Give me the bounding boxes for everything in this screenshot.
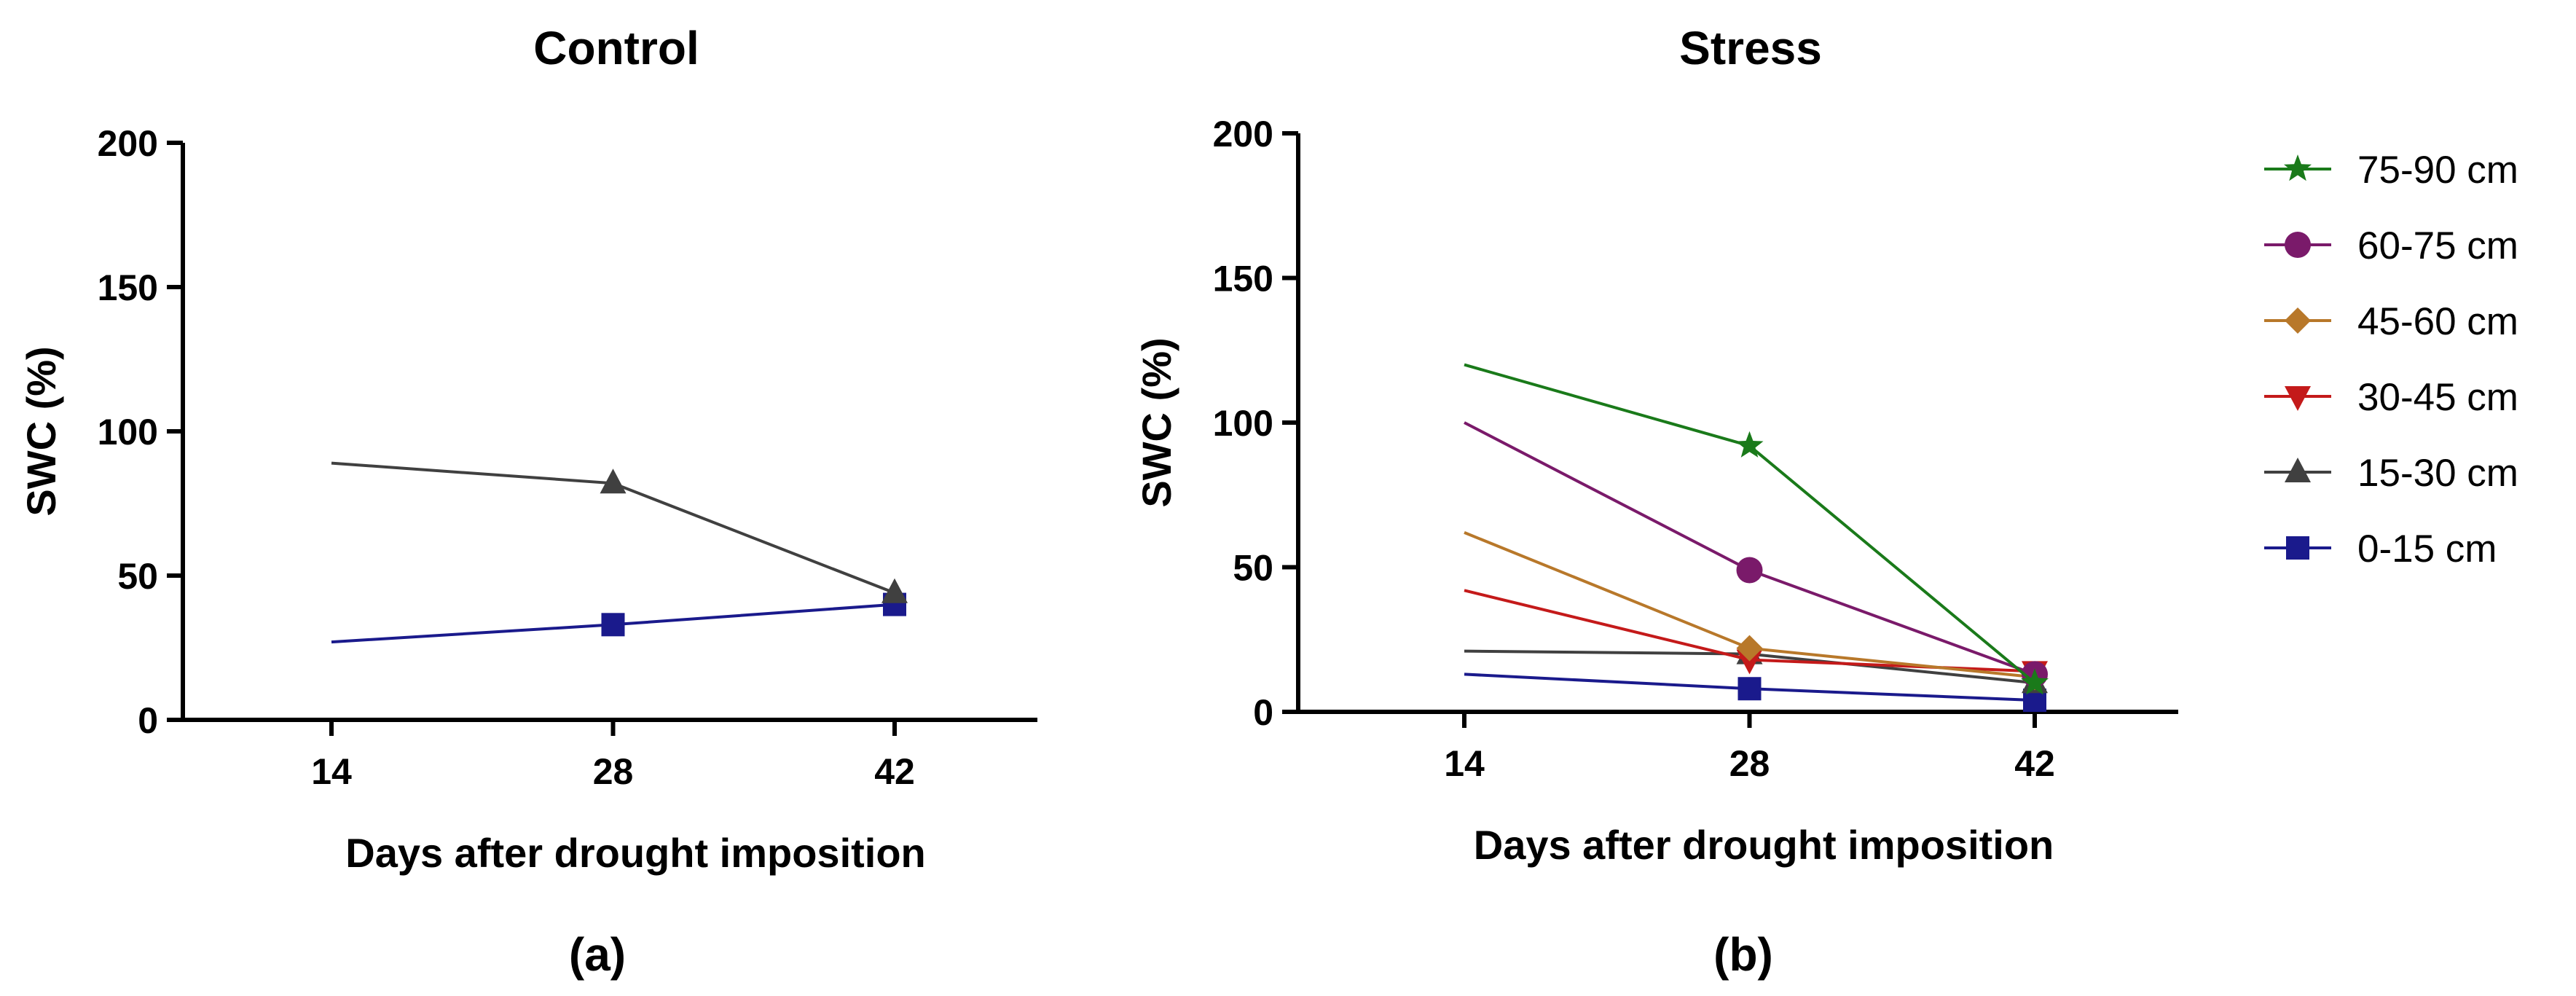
y-tick-label: 50 <box>117 556 158 597</box>
legend-marker <box>2285 458 2311 482</box>
x-tick-label: 14 <box>1444 743 1485 784</box>
data-point <box>1736 557 1763 584</box>
chart-title: Stress <box>1679 22 1822 74</box>
data-point <box>1736 649 1763 675</box>
y-tick-label: 200 <box>98 123 158 164</box>
y-axis-label: SWC (%) <box>1134 337 1179 507</box>
legend-item: 45-60 cm <box>2264 300 2518 343</box>
y-axis-label: SWC (%) <box>18 346 64 516</box>
y-tick-label: 100 <box>1213 403 1273 444</box>
data-point <box>601 613 625 637</box>
chart-panel-stress: Stress 0 50 100 150 200 14 28 42 Days after droug… <box>1134 22 2518 981</box>
series-30-45-cm <box>1464 589 2048 686</box>
legend-label: 45-60 cm <box>2357 300 2518 343</box>
legend-item: 60-75 cm <box>2264 224 2518 267</box>
legend-item: 0-15 cm <box>2264 528 2497 570</box>
x-axis-label: Days after drought imposition <box>345 830 926 876</box>
x-tick-label: 42 <box>874 751 915 792</box>
x-tick-label: 28 <box>1729 743 1770 784</box>
data-point <box>600 468 627 494</box>
data-point <box>881 578 908 603</box>
series-0-15-cm <box>1464 673 2046 713</box>
y-tick-label: 150 <box>1213 259 1273 299</box>
legend-label: 15-30 cm <box>2357 452 2518 495</box>
legend-marker <box>2285 307 2311 334</box>
data-point <box>1736 635 1763 662</box>
panel-label: (a) <box>569 928 626 981</box>
x-axis-label: Days after drought imposition <box>1474 822 2054 868</box>
legend-item: 75-90 cm <box>2264 149 2518 192</box>
legend-label: 60-75 cm <box>2357 224 2518 267</box>
x-tick-label: 14 <box>311 751 352 792</box>
data-point <box>2021 668 2049 695</box>
y-tick-label: 0 <box>1253 692 1273 733</box>
series-15-30-cm <box>331 461 908 603</box>
x-tick-label: 28 <box>593 751 634 792</box>
chart-title: Control <box>533 22 699 74</box>
y-tick-label: 0 <box>138 700 158 741</box>
y-tick-label: 50 <box>1233 548 1273 589</box>
panel-label: (b) <box>1713 928 1773 981</box>
x-tick-label: 42 <box>2014 743 2055 784</box>
series-75-90-cm <box>1464 363 2049 695</box>
legend-item: 30-45 cm <box>2264 376 2518 419</box>
y-tick-label: 100 <box>98 412 158 452</box>
chart-panel-control: Control 0 50 100 150 200 14 28 42 Days after drou… <box>18 22 1037 981</box>
legend-item: 15-30 cm <box>2264 452 2518 495</box>
legend-label: 0-15 cm <box>2357 528 2497 570</box>
legend: 75-90 cm 60-75 cm 45-60 cm 30-45 cm 15-30 cm… <box>2264 149 2518 570</box>
y-tick-label: 150 <box>98 267 158 308</box>
legend-label: 75-90 cm <box>2357 149 2518 192</box>
legend-marker <box>2286 536 2309 560</box>
legend-marker <box>2284 154 2312 181</box>
legend-marker <box>2285 232 2311 258</box>
data-point <box>1735 431 1764 458</box>
series-0-15-cm <box>331 592 906 644</box>
legend-label: 30-45 cm <box>2357 376 2518 419</box>
legend-marker <box>2285 386 2311 411</box>
y-tick-label: 200 <box>1213 114 1273 154</box>
data-point <box>1737 677 1762 701</box>
